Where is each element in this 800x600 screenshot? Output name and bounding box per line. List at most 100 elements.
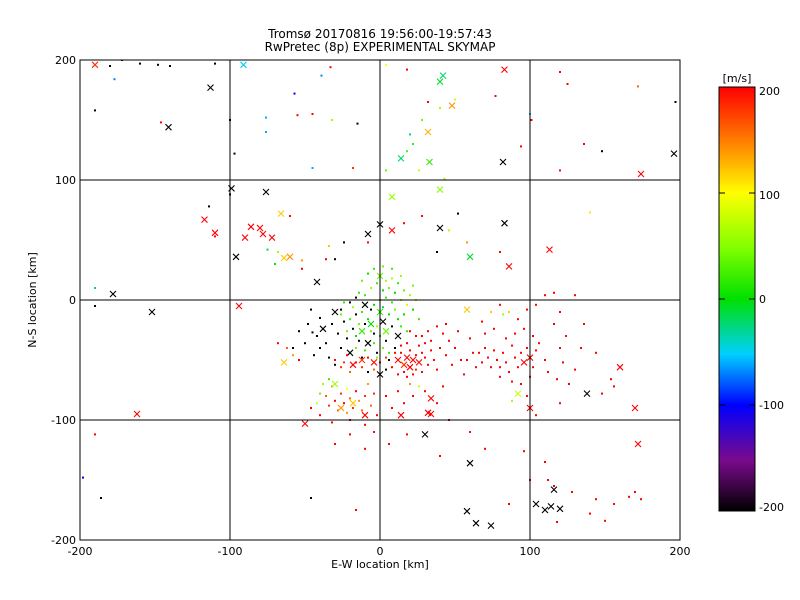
data-point-dot	[319, 392, 321, 395]
data-point-dot	[403, 313, 405, 316]
data-point-dot	[674, 101, 677, 103]
data-point-dot	[397, 390, 399, 393]
data-point-dot	[490, 366, 492, 369]
data-point-dot	[94, 305, 96, 307]
data-point-dot	[595, 351, 597, 354]
data-point-dot	[469, 431, 471, 433]
data-point-cross	[501, 66, 508, 73]
data-point-dot	[328, 404, 330, 407]
data-point-dot	[511, 344, 513, 347]
data-point-dot	[556, 521, 558, 523]
data-point-dot	[409, 330, 411, 333]
data-point-dot	[376, 325, 378, 328]
data-point-dot	[433, 359, 435, 361]
data-point-cross	[286, 253, 294, 261]
data-point-dot	[406, 303, 408, 306]
data-point-cross	[109, 290, 117, 298]
data-point-dot	[313, 354, 315, 357]
y-tick-label: -100	[51, 414, 76, 427]
data-point-dot	[382, 306, 384, 309]
y-tick-label: 100	[55, 174, 76, 187]
data-point-dot	[559, 347, 561, 349]
data-point-cross	[247, 223, 255, 231]
data-point-dot	[530, 119, 533, 121]
data-point-dot	[547, 479, 549, 481]
data-point-dot	[343, 320, 345, 323]
data-point-cross	[448, 102, 456, 109]
data-point-dot	[329, 66, 332, 69]
data-point-dot	[328, 356, 330, 359]
data-point-dot	[343, 402, 345, 405]
data-point-dot	[415, 354, 417, 357]
data-point-dot	[388, 351, 390, 354]
data-point-dot	[412, 395, 414, 397]
data-point-dot	[436, 368, 438, 371]
data-point-dot	[520, 145, 522, 148]
data-point-cross	[91, 61, 99, 69]
data-point-dot	[325, 395, 327, 397]
data-point-dot	[544, 461, 546, 463]
data-point-dot	[559, 71, 561, 73]
data-point-dot	[214, 62, 216, 65]
data-point-dot	[445, 323, 447, 325]
data-point-dot	[328, 378, 330, 381]
data-point-dot	[328, 245, 330, 247]
data-point-dot	[277, 342, 279, 345]
data-point-cross	[426, 158, 433, 166]
data-point-dot	[340, 308, 342, 311]
data-point-dot	[640, 498, 642, 501]
data-point-dot	[343, 361, 345, 364]
data-point-dot	[343, 241, 345, 244]
data-point-dot	[481, 320, 483, 323]
data-point-cross	[439, 72, 447, 79]
data-point-dot	[421, 119, 423, 121]
data-point-dot	[523, 450, 525, 453]
data-point-cross	[397, 411, 405, 419]
data-point-dot	[310, 308, 312, 311]
data-point-dot	[349, 397, 351, 400]
x-tick-label: 100	[520, 545, 541, 558]
colorbar-tick-label: 0	[759, 293, 766, 306]
data-point-dot	[544, 294, 546, 297]
data-point-dot	[367, 371, 369, 373]
data-point-cross	[463, 507, 471, 515]
data-point-cross	[361, 301, 369, 309]
data-point-dot	[493, 349, 495, 352]
data-point-dot	[412, 308, 414, 311]
plot-frame	[79, 59, 681, 541]
data-point-dot	[340, 347, 342, 349]
data-point-cross	[487, 522, 495, 529]
data-point-dot	[418, 385, 420, 388]
data-point-cross	[280, 359, 288, 366]
data-point-cross	[532, 500, 540, 508]
data-point-cross	[472, 519, 480, 527]
data-point-dot	[502, 351, 504, 354]
data-point-dot	[451, 363, 453, 366]
data-point-dot	[418, 344, 420, 347]
data-point-dot	[490, 311, 492, 313]
data-point-cross	[403, 354, 411, 361]
data-point-dot	[319, 317, 321, 319]
data-point-cross	[228, 185, 235, 192]
data-point-dot	[325, 342, 327, 345]
data-point-dot	[310, 407, 312, 409]
data-point-cross	[436, 224, 444, 232]
data-point-dot	[157, 63, 159, 66]
data-point-dot	[391, 301, 393, 304]
data-point-dot	[601, 150, 603, 153]
data-point-dot	[364, 447, 366, 450]
data-point-cross	[394, 332, 402, 340]
data-point-dot	[430, 339, 432, 342]
data-point-dot	[160, 121, 162, 124]
data-point-dot	[613, 503, 615, 505]
data-point-dot	[139, 62, 141, 65]
data-point-dot	[484, 347, 486, 349]
data-point-dot	[391, 366, 393, 369]
data-point-cross	[364, 339, 372, 347]
data-point-dot	[517, 366, 519, 369]
data-point-dot	[385, 169, 387, 172]
data-point-dot	[406, 68, 408, 71]
data-point-dot	[511, 380, 513, 383]
data-point-dot	[361, 409, 363, 412]
data-point-cross	[631, 404, 639, 412]
